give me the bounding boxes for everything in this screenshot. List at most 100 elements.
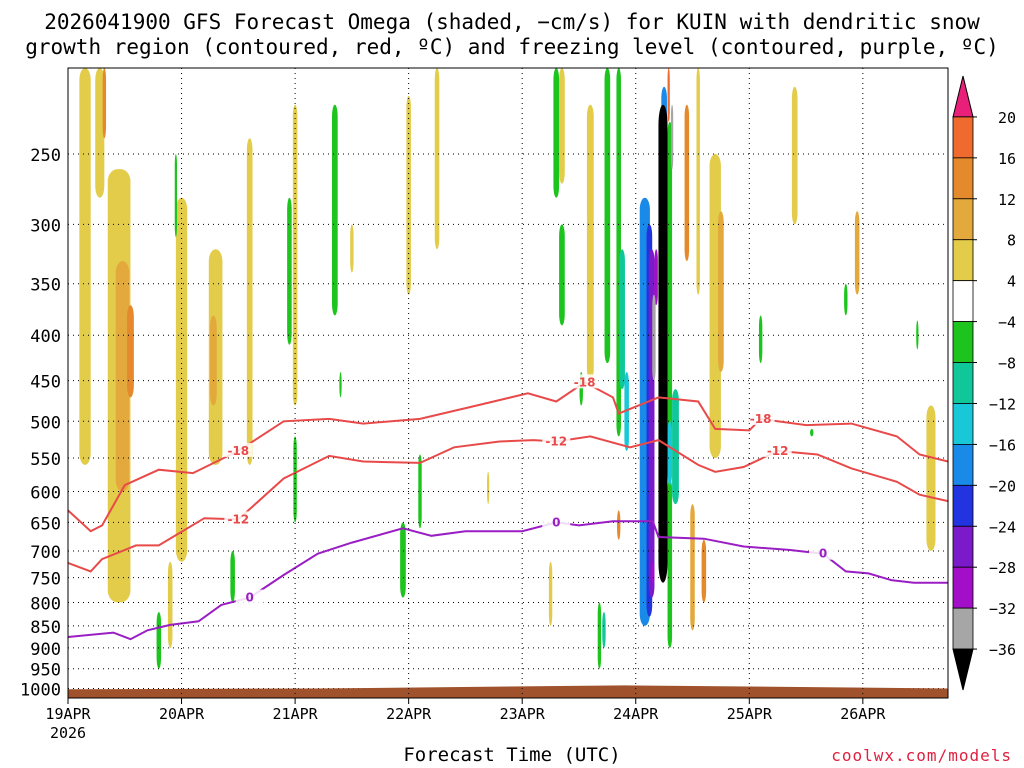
colorbar-bottom-arrow [952, 648, 974, 691]
omega-shading-cell [602, 611, 606, 648]
omega-shading-cell [79, 68, 91, 465]
colorbar-swatch [952, 362, 974, 404]
dgz-contour-1-label: -12 [545, 435, 567, 449]
omega-shading-cell [553, 68, 560, 198]
colorbar-swatch [952, 443, 974, 486]
dgz-contour-0-label: -18 [750, 412, 772, 426]
omega-shading-cell [696, 68, 700, 295]
colorbar-swatch [952, 484, 974, 527]
colorbar-swatch [952, 239, 974, 282]
y-tick-label: 350 [30, 276, 61, 296]
credit-text: coolwx.com/models [831, 746, 1012, 765]
omega-shading-cell [667, 68, 670, 122]
omega-shading-cell [167, 561, 173, 648]
colorbar-swatch [952, 566, 974, 609]
colorbar-label: −16 [989, 436, 1016, 454]
y-tick-label: 400 [30, 327, 61, 347]
omega-shading-cell [418, 454, 422, 529]
omega-shading-cell [406, 95, 411, 295]
x-tick-label: 26APR [840, 705, 886, 723]
chart-title-line2: growth region (contoured, red, ºC) and f… [25, 35, 999, 59]
omega-shading-cell [95, 68, 105, 198]
omega-shading-cell [791, 86, 798, 225]
omega-shading-cell [597, 602, 602, 669]
y-tick-label: 850 [30, 618, 61, 638]
x-tick-label: 19APR [45, 705, 91, 723]
y-tick-label: 700 [30, 543, 61, 563]
y-tick-label: 500 [30, 413, 61, 433]
omega-shading-cell [667, 121, 673, 465]
plot-area [68, 68, 948, 698]
colorbar-swatch [952, 116, 974, 159]
dgz-contour-0-label: -18 [227, 444, 249, 458]
colorbar-swatch [952, 198, 974, 241]
omega-shading-cell [293, 436, 297, 523]
dgz-contour-0-label: -18 [574, 375, 596, 389]
dgz-contour-1-label: -12 [227, 512, 249, 526]
y-tick-label: 450 [30, 373, 61, 393]
chart-title-line1: 2026041900 GFS Forecast Omega (shaded, −… [44, 10, 980, 34]
omega-shading-cell [670, 104, 674, 170]
dgz-contour-1-label-bg [542, 433, 571, 448]
colorbar-label: 4 [1007, 273, 1016, 291]
colorbar-label: 12 [998, 191, 1016, 209]
omega-shading-cell [651, 561, 655, 583]
colorbar-swatch [952, 157, 974, 200]
x-tick-year: 2026 [50, 724, 86, 742]
omega-shading-cell [209, 315, 217, 406]
freezing-level-contour-label-bg [235, 589, 264, 604]
freezing-level-contour-label: 0 [245, 591, 253, 605]
omega-shading-cell [559, 68, 565, 184]
omega-shading-cell [652, 294, 656, 381]
omega-shading-cell [434, 68, 440, 250]
colorbar-swatch [952, 321, 974, 363]
colorbar-top-arrow [952, 75, 974, 118]
colorbar-label: −32 [989, 600, 1016, 618]
omega-shading-cell [339, 371, 342, 398]
omega-shading-cell [292, 104, 298, 406]
terrain-fill [68, 685, 948, 698]
omega-shading-cell [619, 249, 625, 390]
omega-shading-cell [854, 211, 860, 295]
colorbar-label: 8 [1007, 232, 1016, 250]
x-tick-label: 21APR [273, 705, 319, 723]
y-tick-label: 750 [30, 570, 61, 590]
omega-shading-cell [586, 104, 594, 381]
colorbar-swatch [952, 525, 974, 568]
y-tick-label: 1000 [20, 680, 61, 700]
omega-shading-cell [102, 68, 107, 139]
colorbar-label: −24 [989, 518, 1016, 536]
colorbar-swatch [952, 280, 974, 322]
colorbar-label: −20 [989, 477, 1016, 495]
y-tick-label: 250 [30, 146, 61, 166]
colorbar-label: −28 [989, 559, 1016, 577]
omega-shading-cell [654, 249, 658, 306]
y-tick-label: 300 [30, 216, 61, 236]
freezing-level-contour-label: 0 [819, 547, 827, 561]
omega-shading-cell [604, 68, 611, 364]
colorbar-swatch [952, 403, 974, 445]
x-tick-label: 22APR [386, 705, 432, 723]
omega-shading-cell [332, 104, 338, 316]
omega-shading-cell [916, 320, 919, 350]
freezing-level-contour-label: 0 [552, 515, 560, 529]
y-tick-label: 900 [30, 640, 61, 660]
omega-shading-cell [667, 478, 673, 648]
y-tick-label: 550 [30, 450, 61, 470]
colorbar-label: −4 [998, 314, 1016, 332]
x-axis-label: Forecast Time (UTC) [403, 744, 621, 766]
omega-strong-ascent-core [658, 104, 668, 583]
omega-shading-cell [701, 539, 707, 603]
freezing-level-contour-label-bg [542, 514, 571, 529]
dgz-contour-1-label-bg [763, 442, 792, 457]
dgz-contour-1-label: -12 [767, 444, 789, 458]
x-tick-label: 24APR [613, 705, 659, 723]
x-tick-label: 23APR [500, 705, 546, 723]
omega-shading-cell [672, 389, 679, 505]
x-tick-label: 20APR [159, 705, 205, 723]
colorbar-label: −8 [998, 355, 1016, 373]
freezing-level-contour-label-bg [809, 545, 838, 560]
colorbar-label: 20 [998, 109, 1016, 127]
omega-shading-cell [844, 283, 848, 316]
